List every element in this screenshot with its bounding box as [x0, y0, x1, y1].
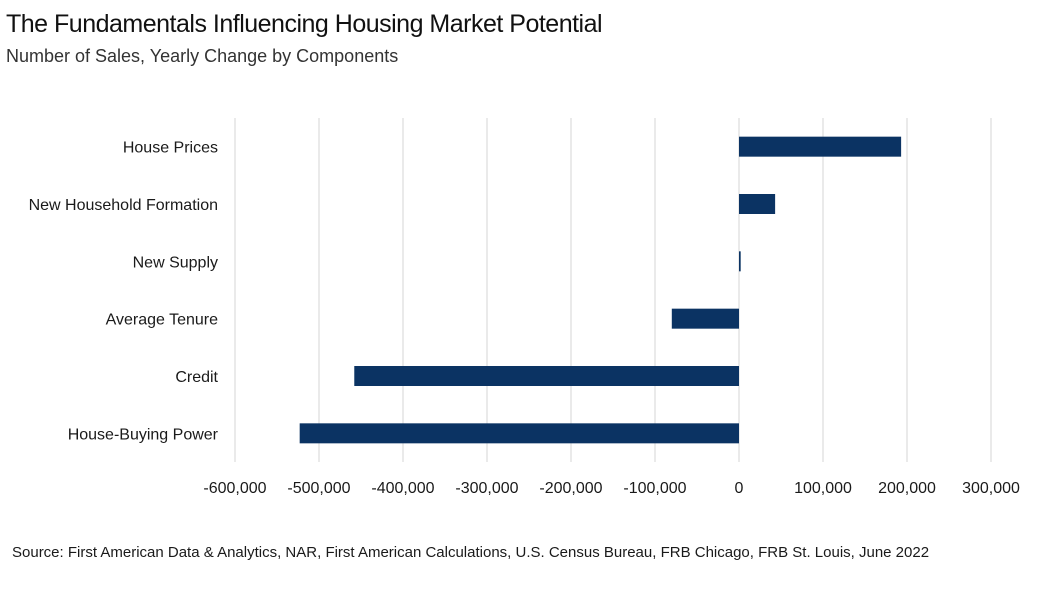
source-note: Source: First American Data & Analytics,…: [12, 544, 930, 561]
category-label: Credit: [175, 369, 218, 386]
x-tick-label: -200,000: [539, 480, 602, 497]
category-labels: House Prices New Household Formation New S…: [29, 140, 219, 444]
x-tick-label: 300,000: [962, 480, 1020, 497]
category-label: House-Buying Power: [68, 426, 219, 443]
x-tick-label: -400,000: [371, 480, 434, 497]
x-tick-label: -100,000: [623, 480, 686, 497]
bar-house-buying-power: [299, 423, 739, 444]
x-tick-label: -600,000: [203, 480, 266, 497]
bar-average-tenure: [671, 308, 739, 329]
gridlines: [234, 118, 992, 462]
category-label: New Household Formation: [29, 197, 218, 214]
category-label: House Prices: [123, 140, 218, 157]
x-tick-label: 100,000: [794, 480, 852, 497]
bar-new-household-formation: [739, 194, 776, 214]
x-tick-label: 0: [735, 480, 744, 497]
x-tick-labels: -600,000 -500,000 -400,000 -300,000 -200,000…: [203, 480, 1020, 497]
bar-house-prices: [739, 136, 902, 157]
bar-new-supply: [739, 251, 741, 272]
category-label: New Supply: [133, 254, 218, 271]
chart-title: The Fundamentals Influencing Housing Mar…: [6, 10, 603, 38]
x-tick-label: 200,000: [878, 480, 936, 497]
category-label: Average Tenure: [106, 312, 218, 329]
x-tick-label: -500,000: [287, 480, 350, 497]
bar-credit: [354, 366, 739, 386]
x-tick-label: -300,000: [455, 480, 518, 497]
bars: [299, 136, 902, 444]
chart-subtitle: Number of Sales, Yearly Change by Compon…: [6, 46, 399, 66]
